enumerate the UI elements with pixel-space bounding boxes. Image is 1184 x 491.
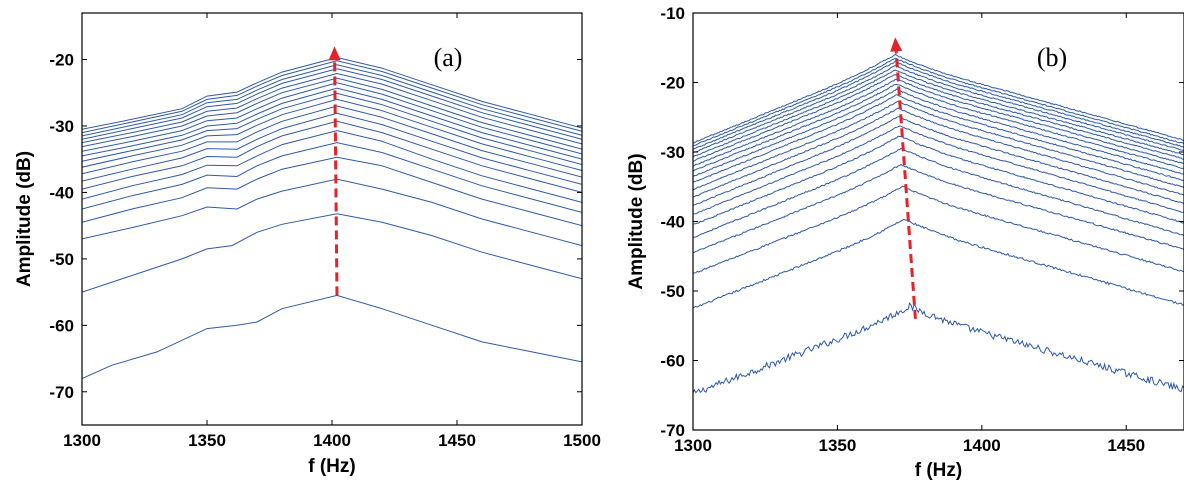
- series-line: [693, 94, 1184, 183]
- series-line: [693, 78, 1184, 167]
- y-tick-label: -30: [49, 117, 74, 136]
- x-tick-label: 1350: [188, 431, 226, 450]
- series-line: [82, 92, 582, 165]
- panel-label: (b): [1037, 43, 1067, 72]
- series-line: [82, 213, 582, 293]
- series-line: [693, 60, 1184, 150]
- series-line: [82, 72, 582, 145]
- series-line: [693, 69, 1184, 158]
- chart-panel-a: 1300 1350 1400 1450 1500 -70 -60 -50 -40 -30 -20 f …: [14, 12, 601, 477]
- series-line: [693, 301, 1184, 394]
- y-tick-label: -70: [660, 421, 685, 440]
- y-tick-label: -20: [49, 51, 74, 70]
- series-line: [82, 56, 582, 130]
- series-line: [82, 294, 582, 379]
- y-axis-label: Amplitude (dB): [14, 151, 35, 287]
- series-line: [693, 147, 1184, 238]
- series-line: [82, 68, 582, 140]
- series-line: [82, 120, 582, 193]
- series-line: [82, 130, 582, 203]
- x-tick-label: 1400: [963, 436, 1001, 455]
- series-line: [693, 107, 1184, 198]
- y-tick-label: -10: [660, 4, 685, 23]
- y-tick-label: -50: [49, 250, 74, 269]
- y-axis-label: Amplitude (dB): [626, 153, 647, 289]
- series-line: [693, 218, 1184, 309]
- series-line: [693, 185, 1184, 274]
- series-line: [82, 156, 582, 227]
- series-line: [693, 88, 1184, 178]
- series-line: [693, 125, 1184, 215]
- series-line: [82, 77, 582, 150]
- x-tick-label: 1300: [674, 436, 712, 455]
- series-line: [82, 142, 582, 213]
- y-tick-label: -70: [49, 383, 74, 402]
- x-tick-label: 1450: [438, 431, 476, 450]
- y-tick-label: -60: [49, 316, 74, 335]
- x-tick-label: 1300: [63, 431, 101, 450]
- x-tick-label: 1500: [563, 431, 601, 450]
- series-line: [693, 74, 1184, 162]
- x-tick-label: 1450: [1107, 436, 1145, 455]
- x-axis-label: f (Hz): [308, 456, 355, 477]
- x-axis-label: f (Hz): [915, 460, 962, 481]
- x-tick-label: 1350: [818, 436, 856, 455]
- series-line: [693, 83, 1184, 172]
- x-tick-label: 1400: [313, 431, 351, 450]
- annotation-arrowhead: [890, 37, 903, 52]
- series-line: [693, 54, 1184, 144]
- series-line: [693, 135, 1184, 225]
- series-line: [82, 87, 582, 160]
- series-group: [693, 54, 1184, 394]
- series-line: [693, 65, 1184, 154]
- panel-label: (a): [434, 43, 463, 72]
- annotation-arrowhead: [328, 46, 341, 61]
- series-line: [82, 64, 582, 137]
- series-line: [693, 100, 1184, 190]
- series-line: [82, 105, 582, 178]
- chart-panel-b: 1300 1350 1400 1450 -70 -60 -50 -40 -30 -20 -10 f (…: [626, 4, 1184, 481]
- y-tick-label: -30: [660, 143, 685, 162]
- y-tick-label: -40: [660, 213, 685, 232]
- series-group: [82, 56, 582, 379]
- series-line: [82, 82, 582, 155]
- series-line: [82, 112, 582, 185]
- y-tick-label: -50: [660, 282, 685, 301]
- annotation-arrow: [894, 51, 917, 319]
- annotation-arrow: [333, 60, 339, 296]
- y-tick-label: -60: [660, 352, 685, 371]
- series-line: [82, 178, 582, 247]
- series-line: [82, 98, 582, 171]
- series-line: [82, 60, 582, 134]
- series-line: [693, 57, 1184, 147]
- series-line: [693, 163, 1184, 253]
- y-tick-label: -40: [49, 183, 74, 202]
- y-tick-label: -20: [660, 74, 685, 93]
- series-line: [693, 116, 1184, 206]
